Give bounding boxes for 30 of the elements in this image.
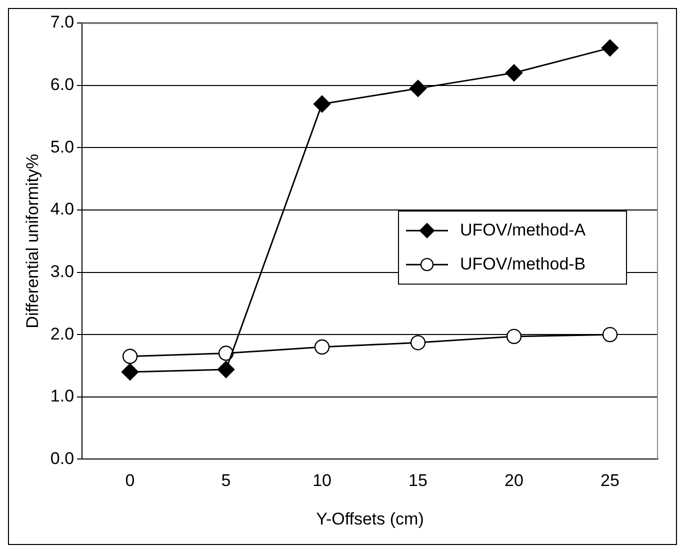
point	[410, 335, 426, 350]
y-tick-label: 0.0	[50, 448, 74, 468]
y-tick-label: 3.0	[50, 262, 74, 281]
y-axis-title: Differential uniformity%	[22, 154, 42, 328]
point	[602, 326, 618, 342]
x-tick-label: 15	[408, 471, 428, 490]
x-tick-label: 0	[125, 471, 135, 490]
point	[409, 80, 427, 98]
y-tick-label: 1.0	[50, 386, 74, 406]
point	[505, 64, 523, 82]
x-axis-title: Y-Offsets (cm)	[316, 509, 424, 528]
x-tick-label: 5	[221, 471, 231, 490]
legend-label: UFOV/method-B	[460, 254, 586, 274]
point	[217, 360, 235, 378]
point	[314, 339, 330, 355]
x-tick-label: 25	[600, 471, 620, 490]
y-tick-label: 5.0	[50, 137, 74, 156]
y-tick-label: 4.0	[50, 200, 74, 219]
y-tick-label: 6.0	[50, 75, 74, 94]
point	[601, 39, 619, 57]
point	[506, 328, 522, 344]
point	[122, 348, 138, 364]
legend-label: UFOV/method-A	[460, 220, 586, 240]
point	[313, 95, 331, 113]
point	[218, 346, 234, 361]
y-tick-label: 7.0	[50, 12, 74, 32]
x-tick-label: 20	[504, 471, 524, 490]
y-tick-label: 2.0	[50, 324, 74, 344]
point	[121, 363, 139, 381]
x-tick-label: 10	[312, 471, 332, 490]
